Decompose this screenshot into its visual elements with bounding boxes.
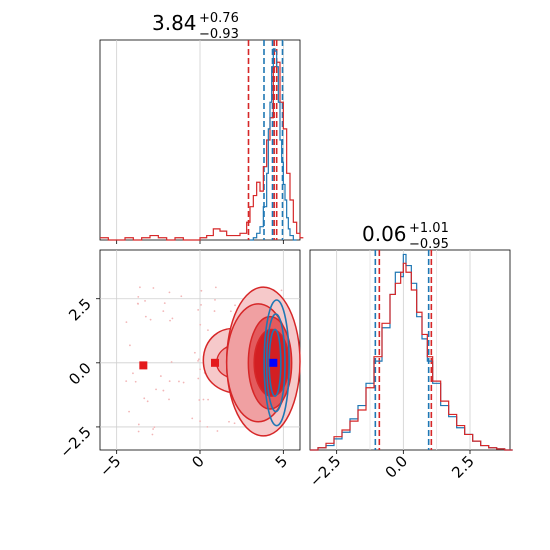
title-param-2: 0.06 +1.01 −0.95 <box>362 217 454 252</box>
br-x-tick-label: 2.5 <box>448 452 478 482</box>
bl-sample-point <box>280 289 283 292</box>
bl-sample-point <box>191 417 194 420</box>
bl-sample-point <box>202 398 205 401</box>
bl-sample-point <box>162 310 165 312</box>
bl-sample-point <box>144 315 147 318</box>
bl-sample-point <box>139 286 141 289</box>
bl-y-tick-label: 2.5 <box>65 295 95 325</box>
bl-marker-1 <box>211 358 219 367</box>
title-1-plus: +0.76 <box>199 11 239 26</box>
bl-sample-point <box>207 329 209 331</box>
bl-sample-point <box>152 428 155 430</box>
title-1-median: 3.84 <box>152 11 197 35</box>
bl-blue-contour-0 <box>263 299 290 427</box>
bl-sample-point <box>152 287 155 289</box>
panel-top-left: 3.84 +0.76 −0.93 <box>99 7 304 244</box>
title-2-minus: −0.95 <box>409 237 449 252</box>
bl-sample-point <box>146 400 149 403</box>
panel-bottom-right: −2.5 0.0 2.5 0.06 +1.01 −0.95 <box>306 217 513 491</box>
panel-bottom-left: −5 0 5 −2.5 0.0 2.5 <box>56 249 301 480</box>
bl-sample-point <box>137 430 140 433</box>
bl-sample-point <box>199 323 202 326</box>
panel-bottom-right-frame <box>309 249 511 451</box>
tl-series-0 <box>100 61 304 241</box>
bl-sample-point <box>214 298 216 301</box>
tl-series-1 <box>250 48 297 241</box>
bl-sample-point <box>125 321 128 324</box>
bl-sample-point <box>159 375 162 377</box>
bl-sample-point <box>197 309 200 311</box>
title-1-minus: −0.93 <box>199 27 239 42</box>
bl-blue-contour-1 <box>265 313 286 413</box>
bl-sample-point <box>136 302 139 305</box>
title-2-median: 0.06 <box>362 222 407 246</box>
bl-sample-point <box>180 295 183 298</box>
bl-marker-3 <box>269 358 278 367</box>
bl-sample-point <box>132 372 134 375</box>
bl-sample-point <box>178 380 180 383</box>
br-x-tick-label: −2.5 <box>306 452 344 490</box>
bl-sample-point <box>200 303 202 306</box>
bl-marker-0 <box>139 361 148 370</box>
bl-sample-point <box>163 302 166 305</box>
bl-sample-point <box>153 426 156 429</box>
bl-sample-point <box>168 380 171 383</box>
bl-sample-point <box>229 310 232 313</box>
br-x-tick-label: 0.0 <box>382 452 412 482</box>
bl-sample-point <box>199 368 202 371</box>
bl-sample-point <box>162 389 165 392</box>
bl-sample-point <box>168 291 171 294</box>
bl-sample-point <box>144 300 146 302</box>
bl-sample-point <box>129 344 131 347</box>
bl-sample-point <box>198 399 201 401</box>
bl-sample-point <box>234 304 236 307</box>
bl-sample-point <box>137 423 140 426</box>
bl-sample-point <box>137 295 140 298</box>
br-series-1 <box>310 262 513 451</box>
bl-sample-point <box>228 420 230 423</box>
title-param-1: 3.84 +0.76 −0.93 <box>152 7 244 42</box>
bl-sample-point <box>171 317 174 320</box>
bl-sample-point <box>199 420 201 423</box>
bl-x-tick-label: 0 <box>188 452 207 471</box>
bl-sample-point <box>155 388 157 391</box>
bl-sample-point <box>128 410 130 413</box>
title-2-plus: +1.01 <box>409 221 449 236</box>
bl-blue-contour-2 <box>268 328 282 397</box>
bl-y-tick-label: −2.5 <box>56 423 94 461</box>
bl-sample-point <box>125 380 128 383</box>
bl-sample-point <box>169 319 171 322</box>
bl-sample-point <box>197 377 200 380</box>
bl-sample-point <box>216 430 219 432</box>
bl-sample-point <box>182 381 185 384</box>
bl-sample-point <box>206 425 209 428</box>
bl-sample-point <box>170 361 173 363</box>
bl-sample-point <box>149 318 152 321</box>
bl-sample-point <box>151 433 154 436</box>
bl-x-tick-label: 5 <box>272 452 291 471</box>
bl-sample-point <box>214 286 217 289</box>
bl-sample-point <box>197 358 200 361</box>
bl-sample-point <box>200 289 203 292</box>
bl-sample-point <box>233 422 236 425</box>
bl-sample-point <box>213 310 216 312</box>
bl-sample-point <box>207 398 209 401</box>
bl-sample-point <box>143 397 146 400</box>
bl-y-tick-label: 0.0 <box>65 359 95 389</box>
bl-sample-point <box>134 380 137 383</box>
bl-x-tick-label: −5 <box>96 452 124 480</box>
bl-sample-point <box>193 351 196 354</box>
bl-sample-point <box>197 359 199 362</box>
bl-sample-point <box>168 398 170 401</box>
